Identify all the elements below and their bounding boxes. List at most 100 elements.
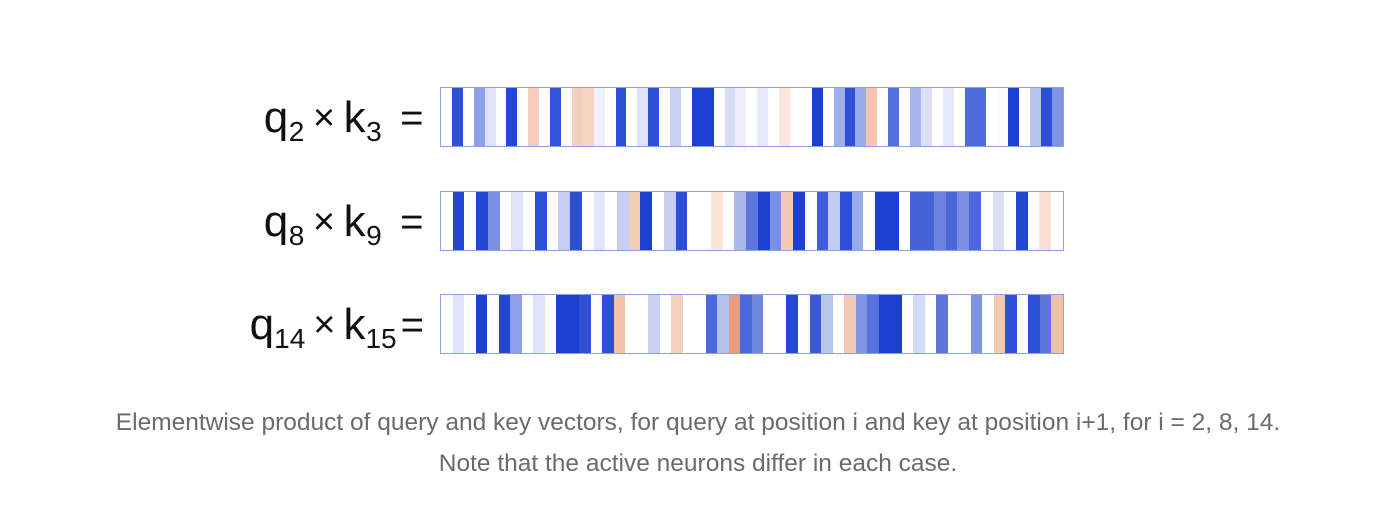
vector-cell <box>648 88 660 146</box>
vector-cell <box>844 88 856 146</box>
vector-cell <box>866 88 878 146</box>
vector-cell <box>705 295 718 353</box>
vector-cell <box>804 192 817 250</box>
vector-cell <box>1039 295 1052 353</box>
vector-cell <box>855 88 867 146</box>
vector-cell <box>746 192 758 250</box>
vector-cell <box>809 295 822 353</box>
vector-cell <box>648 295 660 353</box>
vector-cell <box>757 88 769 146</box>
vector-cell <box>560 88 572 146</box>
vector-cell <box>476 192 488 250</box>
times-symbol: × <box>312 96 336 139</box>
vector-cell <box>626 88 638 146</box>
k-subscript: 9 <box>366 220 383 251</box>
vector-cell <box>558 192 571 250</box>
vector-cell <box>769 192 782 250</box>
vector-cell <box>590 295 603 353</box>
vector-cell <box>579 295 591 353</box>
vector-cell <box>936 295 948 353</box>
vector-cell <box>710 192 723 250</box>
vector-cell <box>811 88 823 146</box>
formula-q2-k3: q 2 × k 3 = <box>0 87 424 149</box>
vector-cell <box>793 192 805 250</box>
vector-cell <box>855 295 868 353</box>
vector-cell <box>506 88 518 146</box>
vector-cell <box>751 295 764 353</box>
vector-cell <box>1027 192 1040 250</box>
vector-cell <box>1028 295 1040 353</box>
vector-cell <box>556 295 568 353</box>
vector-cell <box>942 88 954 146</box>
vector-cell <box>779 88 790 146</box>
vector-cell <box>957 192 970 250</box>
vector-cell <box>920 88 932 146</box>
formula-q8-k9: q 8 × k 9 = <box>0 191 424 253</box>
formula-q14-k15: q 14 × k 15 = <box>0 294 424 356</box>
q-subscript: 14 <box>274 323 306 354</box>
vector-cell <box>909 88 921 146</box>
vector-cell <box>863 192 876 250</box>
vector-cell <box>722 192 735 250</box>
vector-cell <box>933 192 946 250</box>
vector-cell <box>462 88 474 146</box>
vector-cell <box>687 192 700 250</box>
vector-cell <box>964 88 976 146</box>
vector-cell <box>604 88 616 146</box>
vector-cell <box>763 295 775 353</box>
vector-cell <box>768 88 780 146</box>
vector-cell <box>980 192 993 250</box>
vector-cell <box>867 295 879 353</box>
vector-cell <box>1051 192 1063 250</box>
vector-cell <box>511 192 524 250</box>
times-symbol: × <box>312 200 336 243</box>
vector-cell <box>992 192 1005 250</box>
equals-symbol: = <box>400 95 424 140</box>
vector-cell <box>593 88 605 146</box>
vector-cell <box>1016 295 1029 353</box>
equals-symbol: = <box>400 199 424 244</box>
vector-cell <box>567 295 580 353</box>
vector-cell <box>670 88 681 146</box>
vector-cell <box>746 88 758 146</box>
vector-cell <box>521 295 534 353</box>
vector-cell <box>877 88 889 146</box>
vector-cell <box>899 88 910 146</box>
vector-cell <box>800 88 812 146</box>
k-symbol: k <box>343 300 366 349</box>
row-q14-k15: q 14 × k 15 = <box>0 294 1396 356</box>
vector-cell <box>680 88 692 146</box>
vector-cell <box>487 192 500 250</box>
vector-cell <box>659 295 672 353</box>
vector-cell <box>875 192 887 250</box>
vector-cell <box>986 88 998 146</box>
vector-cell <box>1008 88 1020 146</box>
q-symbol: q <box>263 197 289 246</box>
vector-cell <box>1029 88 1041 146</box>
vector-cell <box>740 295 752 353</box>
vector-cell <box>441 295 453 353</box>
vector-cell <box>839 192 852 250</box>
vector-cell <box>628 192 641 250</box>
product-vector-bar <box>440 294 1064 354</box>
q-symbol: q <box>249 300 275 349</box>
k-subscript: 3 <box>366 116 383 147</box>
vector-cell <box>602 295 614 353</box>
vector-cell <box>550 88 561 146</box>
vector-cell <box>898 192 911 250</box>
vector-cell <box>544 295 557 353</box>
k-symbol: k <box>343 93 367 142</box>
vector-cell <box>475 295 488 353</box>
vector-cell <box>797 295 810 353</box>
vector-cell <box>959 295 971 353</box>
vector-cell <box>1040 88 1052 146</box>
vector-cell <box>659 88 671 146</box>
vector-cell <box>663 192 676 250</box>
vector-cell <box>636 295 649 353</box>
vector-cell <box>844 295 856 353</box>
row-q8-k9: q 8 × k 9 = <box>0 191 1396 253</box>
vector-cell <box>1051 88 1063 146</box>
vector-cell <box>1039 192 1052 250</box>
q-symbol: q <box>263 93 289 142</box>
q-subscript: 8 <box>288 220 305 251</box>
